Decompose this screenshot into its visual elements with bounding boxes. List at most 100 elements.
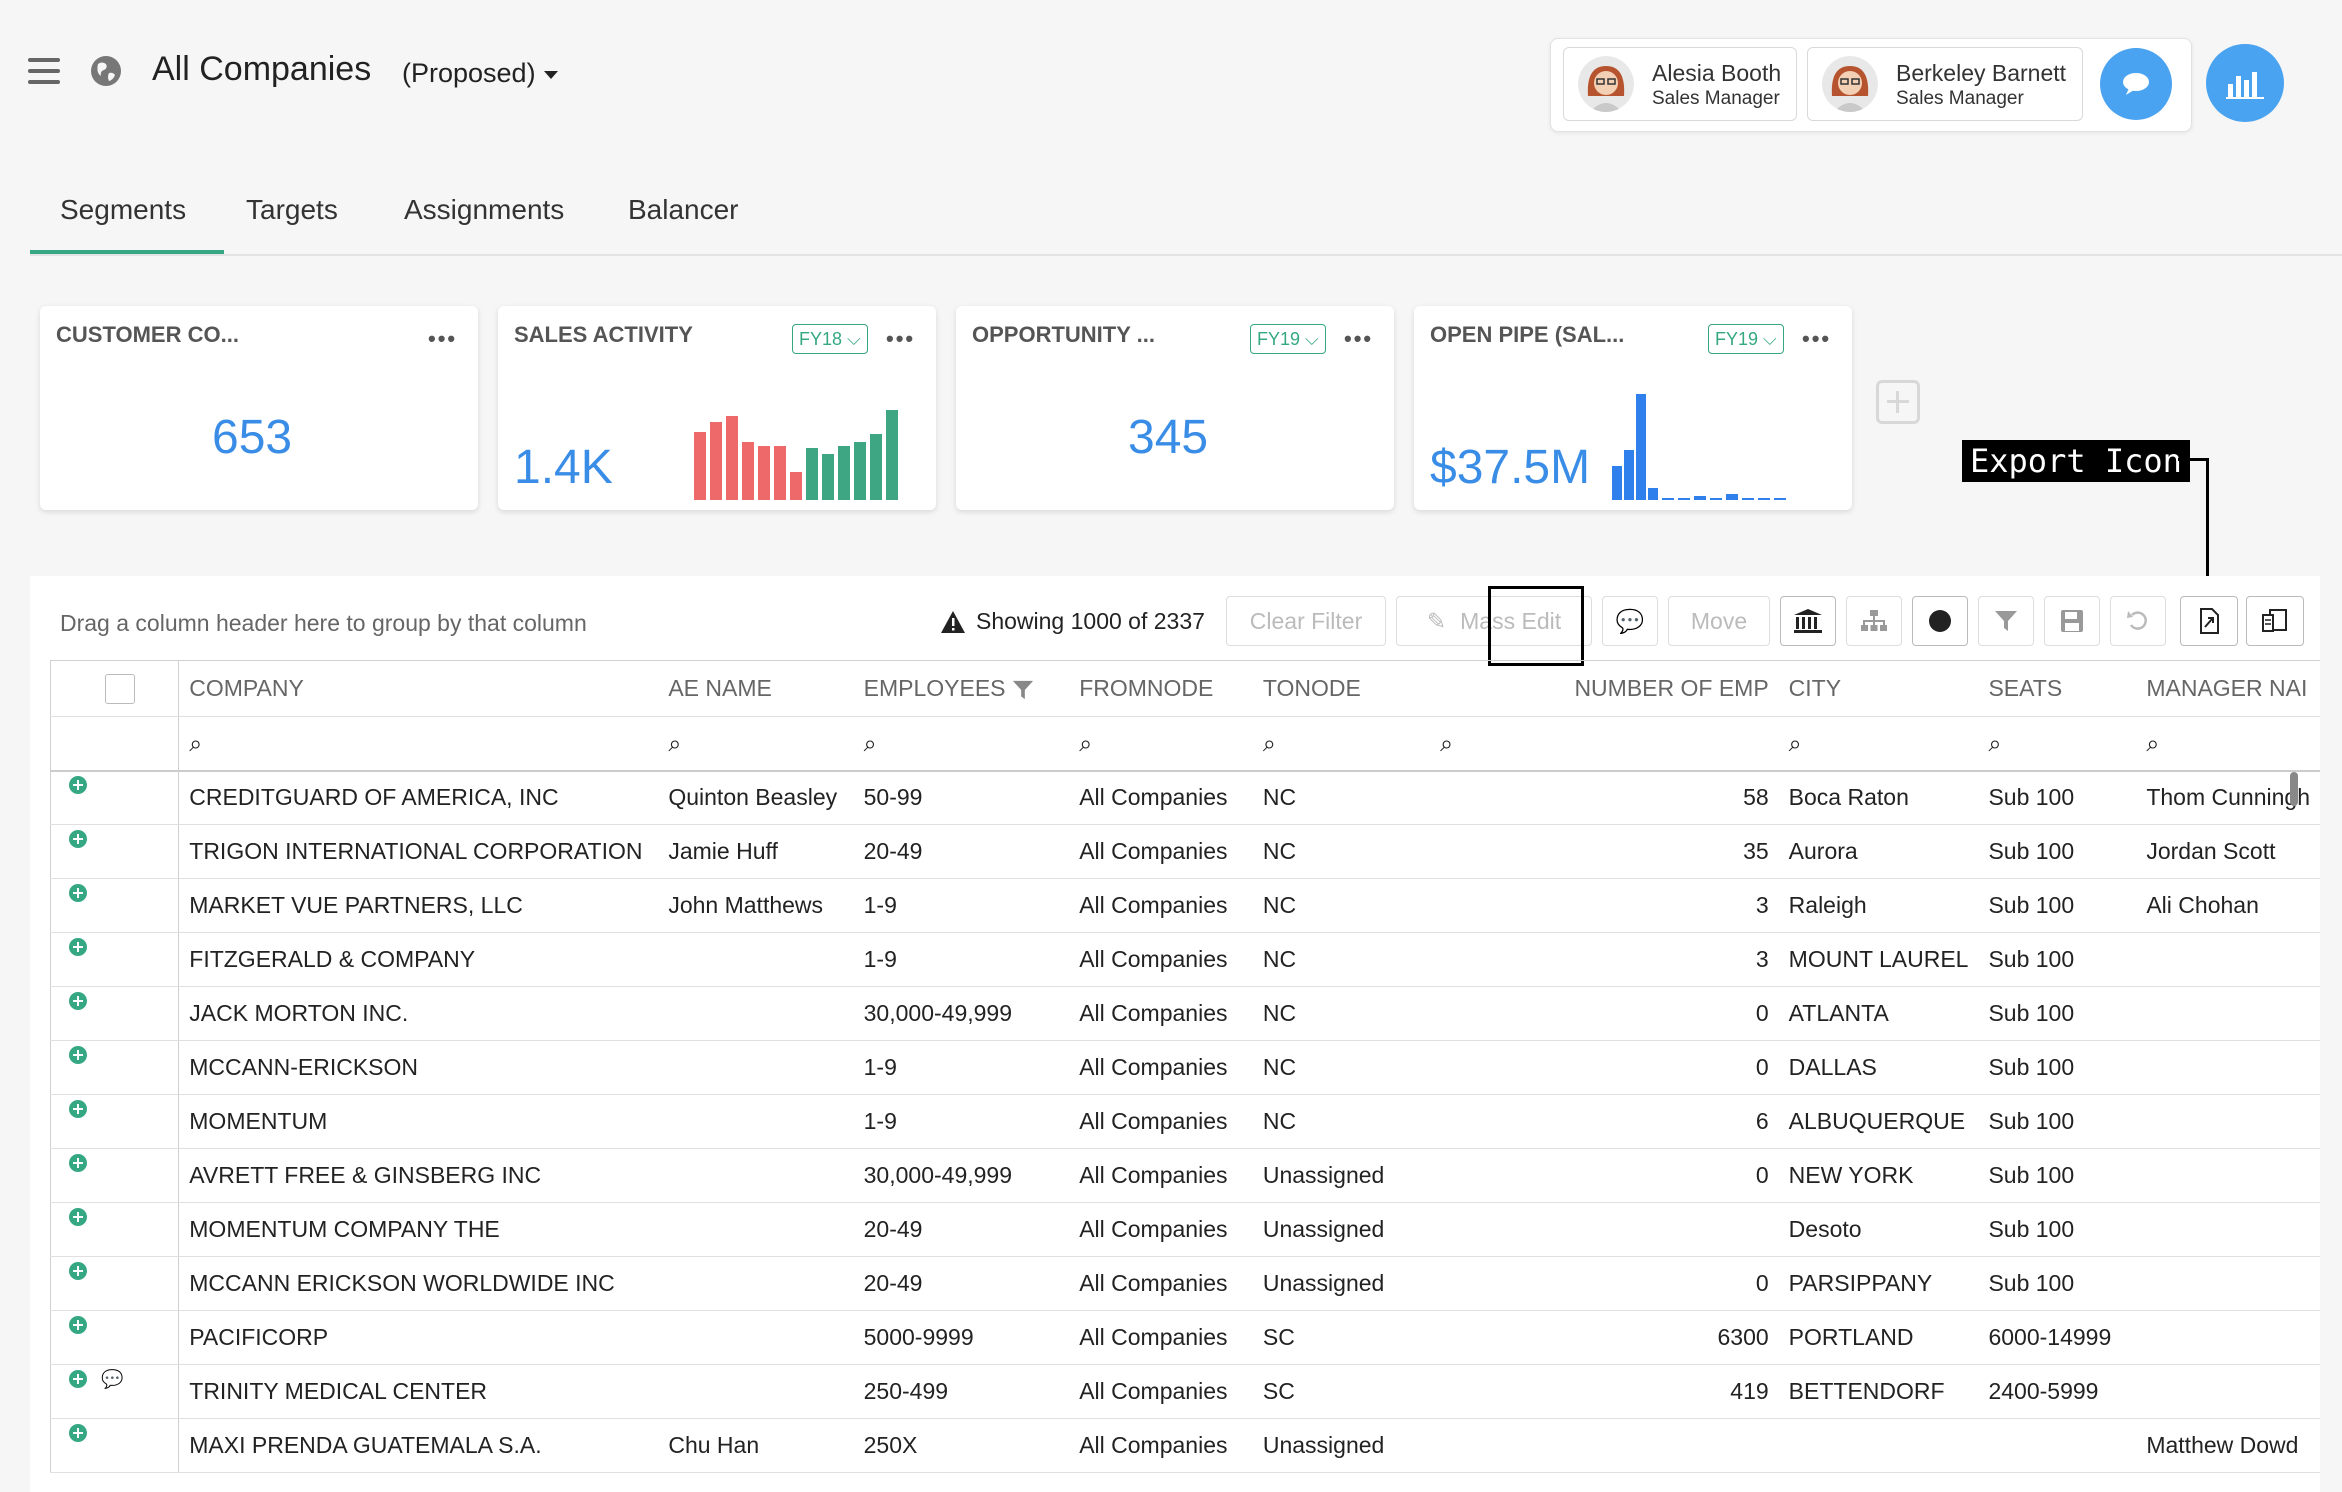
expand-plus-icon[interactable] bbox=[69, 1099, 87, 1118]
table-row[interactable]: AVRETT FREE & GINSBERG INC 30,000-49,999 A… bbox=[49, 1148, 2320, 1203]
more-icon[interactable]: ••• bbox=[1344, 326, 1374, 351]
search-icon[interactable]: ⌕ bbox=[1069, 716, 1253, 772]
col-header-ae-name[interactable]: AE NAME bbox=[658, 660, 854, 717]
metric-card-sales-activity[interactable]: SALES ACTIVITY FY18 ⌵ ••• 1.4K bbox=[498, 306, 936, 510]
hierarchy-icon bbox=[1861, 610, 1887, 631]
search-icon[interactable]: ⌕ bbox=[658, 716, 854, 772]
analytics-button[interactable] bbox=[2206, 44, 2284, 122]
more-icon[interactable]: ••• bbox=[428, 326, 458, 351]
expand-plus-icon[interactable] bbox=[69, 883, 87, 902]
expand-plus-icon[interactable] bbox=[69, 991, 87, 1010]
cell-ae-name bbox=[658, 1040, 854, 1095]
table-row[interactable]: MCCANN ERICKSON WORLDWIDE INC 20-49 All Co… bbox=[49, 1256, 2320, 1311]
tab-balancer[interactable]: Balancer bbox=[628, 194, 739, 225]
expand-plus-icon[interactable] bbox=[69, 1261, 87, 1280]
col-header-tonode[interactable]: TONODE bbox=[1252, 660, 1431, 717]
filter-icon[interactable] bbox=[1012, 679, 1034, 701]
row-actions-cell bbox=[49, 1202, 180, 1257]
col-header-fromnode[interactable]: FROMNODE bbox=[1069, 660, 1253, 717]
search-icon[interactable]: ⌕ bbox=[178, 716, 659, 772]
globe-icon[interactable] bbox=[90, 55, 122, 87]
move-button[interactable]: Move bbox=[1668, 596, 1770, 646]
header-row: COMPANY AE NAME EMPLOYEES FROMNODE TONOD… bbox=[49, 660, 2320, 717]
metric-card-opportunity[interactable]: OPPORTUNITY ... FY19 ⌵ ••• 345 bbox=[956, 306, 1394, 510]
hierarchy-button[interactable] bbox=[1846, 596, 1902, 646]
cell-company: AVRETT FREE & GINSBERG INC bbox=[178, 1148, 659, 1203]
mass-edit-button[interactable]: ✎ Mass Edit bbox=[1396, 596, 1592, 646]
col-header-seats[interactable]: SEATS bbox=[1978, 660, 2137, 717]
menu-icon[interactable] bbox=[28, 58, 60, 84]
col-header-company[interactable]: COMPANY bbox=[178, 660, 659, 717]
comment-icon[interactable]: 💬 bbox=[101, 1369, 124, 1389]
tab-targets[interactable]: Targets bbox=[246, 194, 338, 225]
search-icon[interactable]: ⌕ bbox=[2136, 716, 2320, 772]
expand-plus-icon[interactable] bbox=[69, 1315, 87, 1334]
more-icon[interactable]: ••• bbox=[886, 326, 916, 351]
vertical-scrollbar[interactable] bbox=[2290, 772, 2298, 806]
table-row[interactable]: MOMENTUM 1-9 All Companies NC 6 ALBUQUERQUE Su… bbox=[49, 1094, 2320, 1149]
expand-plus-icon[interactable] bbox=[69, 937, 87, 956]
fiscal-year-dropdown[interactable]: FY19 ⌵ bbox=[1250, 324, 1326, 354]
metric-card-customer-count[interactable]: CUSTOMER CO... ••• 653 bbox=[40, 306, 478, 510]
cell-number-of-emp bbox=[1430, 1418, 1779, 1473]
export-button[interactable] bbox=[2180, 596, 2238, 646]
expand-plus-icon[interactable] bbox=[69, 776, 87, 795]
table-row[interactable]: FITZGERALD & COMPANY 1-9 All Companies NC 3 M… bbox=[49, 932, 2320, 987]
warning-icon bbox=[941, 610, 965, 633]
search-icon[interactable]: ⌕ bbox=[853, 716, 1070, 772]
clear-filter-button[interactable]: Clear Filter bbox=[1226, 596, 1386, 646]
expand-plus-icon[interactable] bbox=[69, 1045, 87, 1064]
col-header-manager-name[interactable]: MANAGER NAI bbox=[2136, 660, 2320, 717]
more-icon[interactable]: ••• bbox=[1802, 326, 1832, 351]
fiscal-year-dropdown[interactable]: FY18 ⌵ bbox=[792, 324, 868, 354]
table-row[interactable]: MAXI PRENDA GUATEMALA S.A. Chu Han 250X All… bbox=[49, 1418, 2320, 1473]
user-card-2[interactable]: Berkeley Barnett Sales Manager bbox=[1807, 47, 2083, 121]
columns-button[interactable] bbox=[2246, 596, 2304, 646]
tab-assignments[interactable]: Assignments bbox=[404, 194, 565, 225]
record-button[interactable] bbox=[1912, 596, 1968, 646]
metric-card-open-pipe[interactable]: OPEN PIPE (SAL... FY19 ⌵ ••• $37.5M bbox=[1414, 306, 1852, 510]
expand-plus-icon[interactable] bbox=[69, 1423, 87, 1442]
save-button[interactable] bbox=[2044, 596, 2100, 646]
cell-tonode: NC bbox=[1252, 878, 1431, 933]
expand-plus-icon[interactable] bbox=[69, 1207, 87, 1226]
table-row[interactable]: CREDITGUARD OF AMERICA, INC Quinton Beasl… bbox=[49, 770, 2320, 825]
expand-plus-icon[interactable] bbox=[69, 1153, 87, 1172]
tab-segments[interactable]: Segments bbox=[30, 194, 225, 254]
search-icon[interactable]: ⌕ bbox=[1430, 716, 1779, 772]
expand-plus-icon[interactable] bbox=[69, 1369, 87, 1388]
export-highlight-box bbox=[1488, 586, 1584, 666]
card-title: OPPORTUNITY ... bbox=[972, 322, 1155, 347]
add-card-button[interactable] bbox=[1876, 380, 1920, 424]
search-icon[interactable]: ⌕ bbox=[1252, 716, 1431, 772]
expand-plus-icon[interactable] bbox=[69, 829, 87, 848]
filter-button[interactable] bbox=[1978, 596, 2034, 646]
table-row[interactable]: MARKET VUE PARTNERS, LLC John Matthews 1-9… bbox=[49, 878, 2320, 933]
select-all-checkbox[interactable] bbox=[105, 673, 135, 704]
table-row[interactable]: TRIGON INTERNATIONAL CORPORATION Jamie Hu… bbox=[49, 824, 2320, 879]
col-header-city[interactable]: CITY bbox=[1778, 660, 1979, 717]
cell-fromnode: All Companies bbox=[1069, 770, 1253, 825]
scenario-dropdown[interactable]: (Proposed) bbox=[402, 58, 558, 89]
table-row[interactable]: 💬 TRINITY MEDICAL CENTER 250-499 All Compan… bbox=[49, 1364, 2320, 1419]
undo-button[interactable] bbox=[2110, 596, 2166, 646]
search-icon[interactable]: ⌕ bbox=[1978, 716, 2137, 772]
comment-button[interactable]: 💬 bbox=[1602, 596, 1658, 646]
table-row[interactable]: MOMENTUM COMPANY THE 20-49 All Companies Un… bbox=[49, 1202, 2320, 1257]
accounts-button[interactable] bbox=[1780, 596, 1836, 646]
table-row[interactable]: PACIFICORP 5000-9999 All Companies SC 6300 PO… bbox=[49, 1310, 2320, 1365]
col-header-employees[interactable]: EMPLOYEES bbox=[853, 660, 1070, 717]
cell-seats: Sub 100 bbox=[1978, 1148, 2137, 1203]
chat-button[interactable] bbox=[2100, 48, 2172, 120]
filter-icon bbox=[1995, 611, 2017, 631]
callout-label: Export Icon bbox=[1962, 440, 2190, 482]
search-icon[interactable]: ⌕ bbox=[1778, 716, 1979, 772]
user-card-1[interactable]: Alesia Booth Sales Manager bbox=[1563, 47, 1797, 121]
table-row[interactable]: JACK MORTON INC. 30,000-49,999 All Compani… bbox=[49, 986, 2320, 1041]
cell-city: PORTLAND bbox=[1778, 1310, 1979, 1365]
group-drop-zone[interactable]: Drag a column header here to group by th… bbox=[60, 610, 587, 636]
cell-number-of-emp: 419 bbox=[1430, 1364, 1779, 1419]
fiscal-year-dropdown[interactable]: FY19 ⌵ bbox=[1708, 324, 1784, 354]
col-header-number-of-emp[interactable]: NUMBER OF EMP bbox=[1430, 660, 1779, 717]
table-row[interactable]: MCCANN-ERICKSON 1-9 All Companies NC 0 DALLAS… bbox=[49, 1040, 2320, 1095]
